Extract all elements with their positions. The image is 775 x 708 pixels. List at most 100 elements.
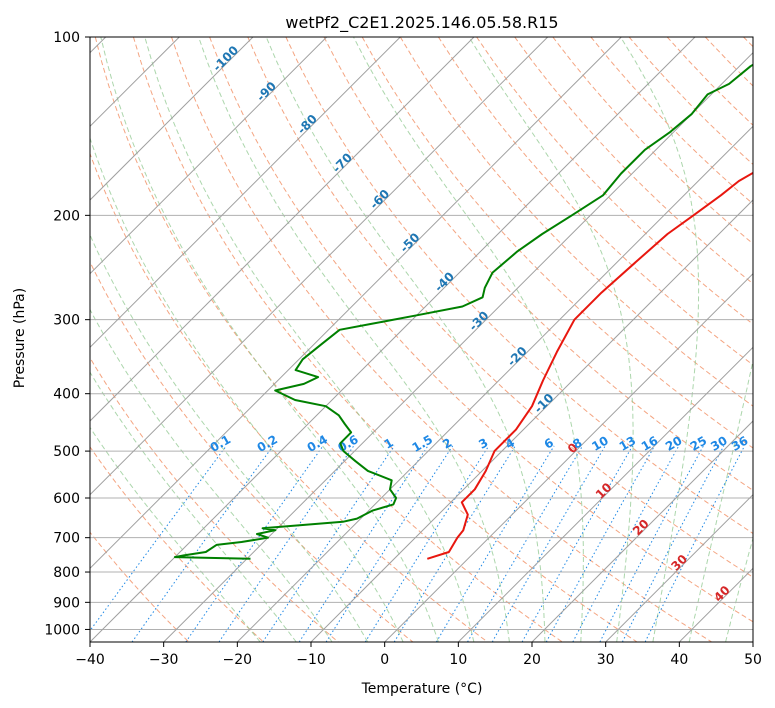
mixing-ratio-line [298, 445, 429, 642]
x-axis-label: Temperature (°C) [361, 681, 483, 697]
axis-ticks: −40 −30 −20 −10 0 10 20 30 40 50 100 200 300 400 500 60… [44, 30, 762, 668]
x-tick-label: 50 [744, 652, 762, 668]
mixing-ratio-label: 3 [476, 435, 490, 451]
dry-adiabat-line [590, 37, 753, 205]
moist-adiabat-line [620, 37, 700, 642]
dry-adiabat-line [90, 152, 488, 642]
dry-adiabat-label: 30 [668, 552, 690, 574]
dry-adiabat-line [704, 37, 753, 87]
moist-adiabat-line [688, 358, 753, 642]
y-tick-label: 400 [53, 387, 80, 403]
y-tick-label: 200 [53, 208, 80, 224]
mixing-ratio-line [572, 445, 680, 642]
mixing-ratio-line [185, 445, 324, 642]
dry-adiabat-label: -50 [397, 230, 422, 255]
mixing-ratio-line [599, 445, 704, 642]
moist-adiabat-line [90, 136, 404, 642]
isotherm-line [90, 37, 696, 642]
dry-adiabat-line [94, 37, 563, 642]
mixing-ratio-line [90, 445, 227, 632]
dry-adiabat-line [209, 37, 753, 623]
mixing-ratio-label: 1 [382, 435, 396, 451]
x-tick-label: 20 [523, 652, 541, 668]
dry-adiabat-label: -100 [210, 43, 241, 74]
mixing-ratio-line [621, 445, 725, 642]
dry-adiabat-line [90, 446, 264, 642]
mixing-ratio-line [435, 445, 555, 642]
dry-adiabat-label: -70 [330, 150, 355, 175]
y-tick-label: 100 [53, 30, 80, 46]
moist-adiabat-line [468, 37, 634, 642]
moist-adiabat-line [353, 37, 584, 642]
dry-adiabat-line [552, 37, 753, 245]
mixing-ratio-line [364, 445, 490, 642]
dry-adiabat-line [437, 37, 753, 366]
moist-adiabat-line [144, 37, 475, 642]
dry-adiabat-label: 20 [630, 517, 652, 539]
isotherm-line [90, 37, 254, 201]
plot-frame [89, 36, 754, 643]
isotherm-line [678, 567, 753, 642]
y-axis-label: Pressure (hPa) [12, 288, 28, 388]
dry-adiabat-label: -90 [254, 79, 279, 104]
y-tick-label: 700 [53, 531, 80, 547]
x-tick-label: 30 [597, 652, 615, 668]
dry-adiabat-line [476, 37, 753, 325]
moist-adiabat-line [725, 536, 753, 642]
y-tick-label: 1000 [44, 622, 80, 638]
x-tick-label: 0 [380, 652, 389, 668]
moist-adiabat-line [265, 37, 546, 642]
plot-layer: -100-90-80-70-60-50-40-30-20-10010203040… [89, 36, 754, 643]
temperature-profile-line [426, 171, 753, 560]
x-tick-label: 40 [670, 652, 688, 668]
mixing-ratio-label: 6 [542, 435, 556, 451]
moist-adiabat-line [90, 426, 261, 642]
isotherm-line [531, 420, 753, 642]
dry-adiabat-line [171, 37, 712, 642]
mixing-ratio-line [325, 445, 454, 642]
x-tick-label: −10 [296, 652, 326, 668]
dry-adiabat-line [323, 37, 753, 491]
isotherm-line [90, 37, 475, 422]
dry-adiabat-label: -20 [505, 344, 530, 369]
isotherm-line [752, 641, 753, 642]
mixing-ratio-line [545, 445, 656, 642]
y-tick-label: 800 [53, 565, 80, 581]
isotherm-line [90, 37, 328, 275]
x-tick-label: −30 [149, 652, 179, 668]
dry-adiabat-label: -80 [295, 112, 320, 137]
y-tick-label: 500 [53, 444, 80, 460]
moist-adiabat-line [100, 37, 439, 642]
mixing-ratio-line [262, 445, 395, 642]
dry-adiabat-line [247, 37, 753, 578]
dry-adiabat-label: -40 [432, 269, 457, 294]
plot-area: -100-90-80-70-60-50-40-30-20-10010203040… [90, 37, 753, 642]
moist-adiabat-line [90, 233, 369, 642]
isotherm-line [310, 199, 753, 642]
y-tick-label: 300 [53, 313, 80, 329]
isotherm-line [236, 125, 753, 642]
dry-adiabat-line [285, 37, 753, 535]
dry-adiabat-line [666, 37, 753, 126]
dry-adiabat-line [90, 356, 339, 642]
x-tick-label: 10 [449, 652, 467, 668]
dry-adiabat-line [743, 37, 753, 48]
isotherm-line [457, 346, 753, 642]
mixing-ratio-line [644, 445, 746, 642]
isotherm-line [90, 37, 401, 349]
dry-adiabat-line [399, 37, 753, 407]
chart-title: wetPf2_C2E1.2025.146.05.58.R15 [285, 13, 558, 33]
mixing-ratio-line [131, 445, 274, 642]
x-tick-label: −40 [75, 652, 105, 668]
moist-adiabat-line [198, 37, 510, 642]
dewpoint-profile-line [173, 63, 753, 560]
dry-adiabat-line [132, 37, 638, 642]
dry-adiabat-label: -30 [466, 308, 491, 333]
mixing-ratio-line [467, 445, 584, 642]
isotherm-line [163, 51, 753, 642]
moist-adiabat-line [90, 308, 333, 642]
x-tick-label: −20 [223, 652, 253, 668]
mixing-ratio-label: 2 [440, 435, 454, 451]
